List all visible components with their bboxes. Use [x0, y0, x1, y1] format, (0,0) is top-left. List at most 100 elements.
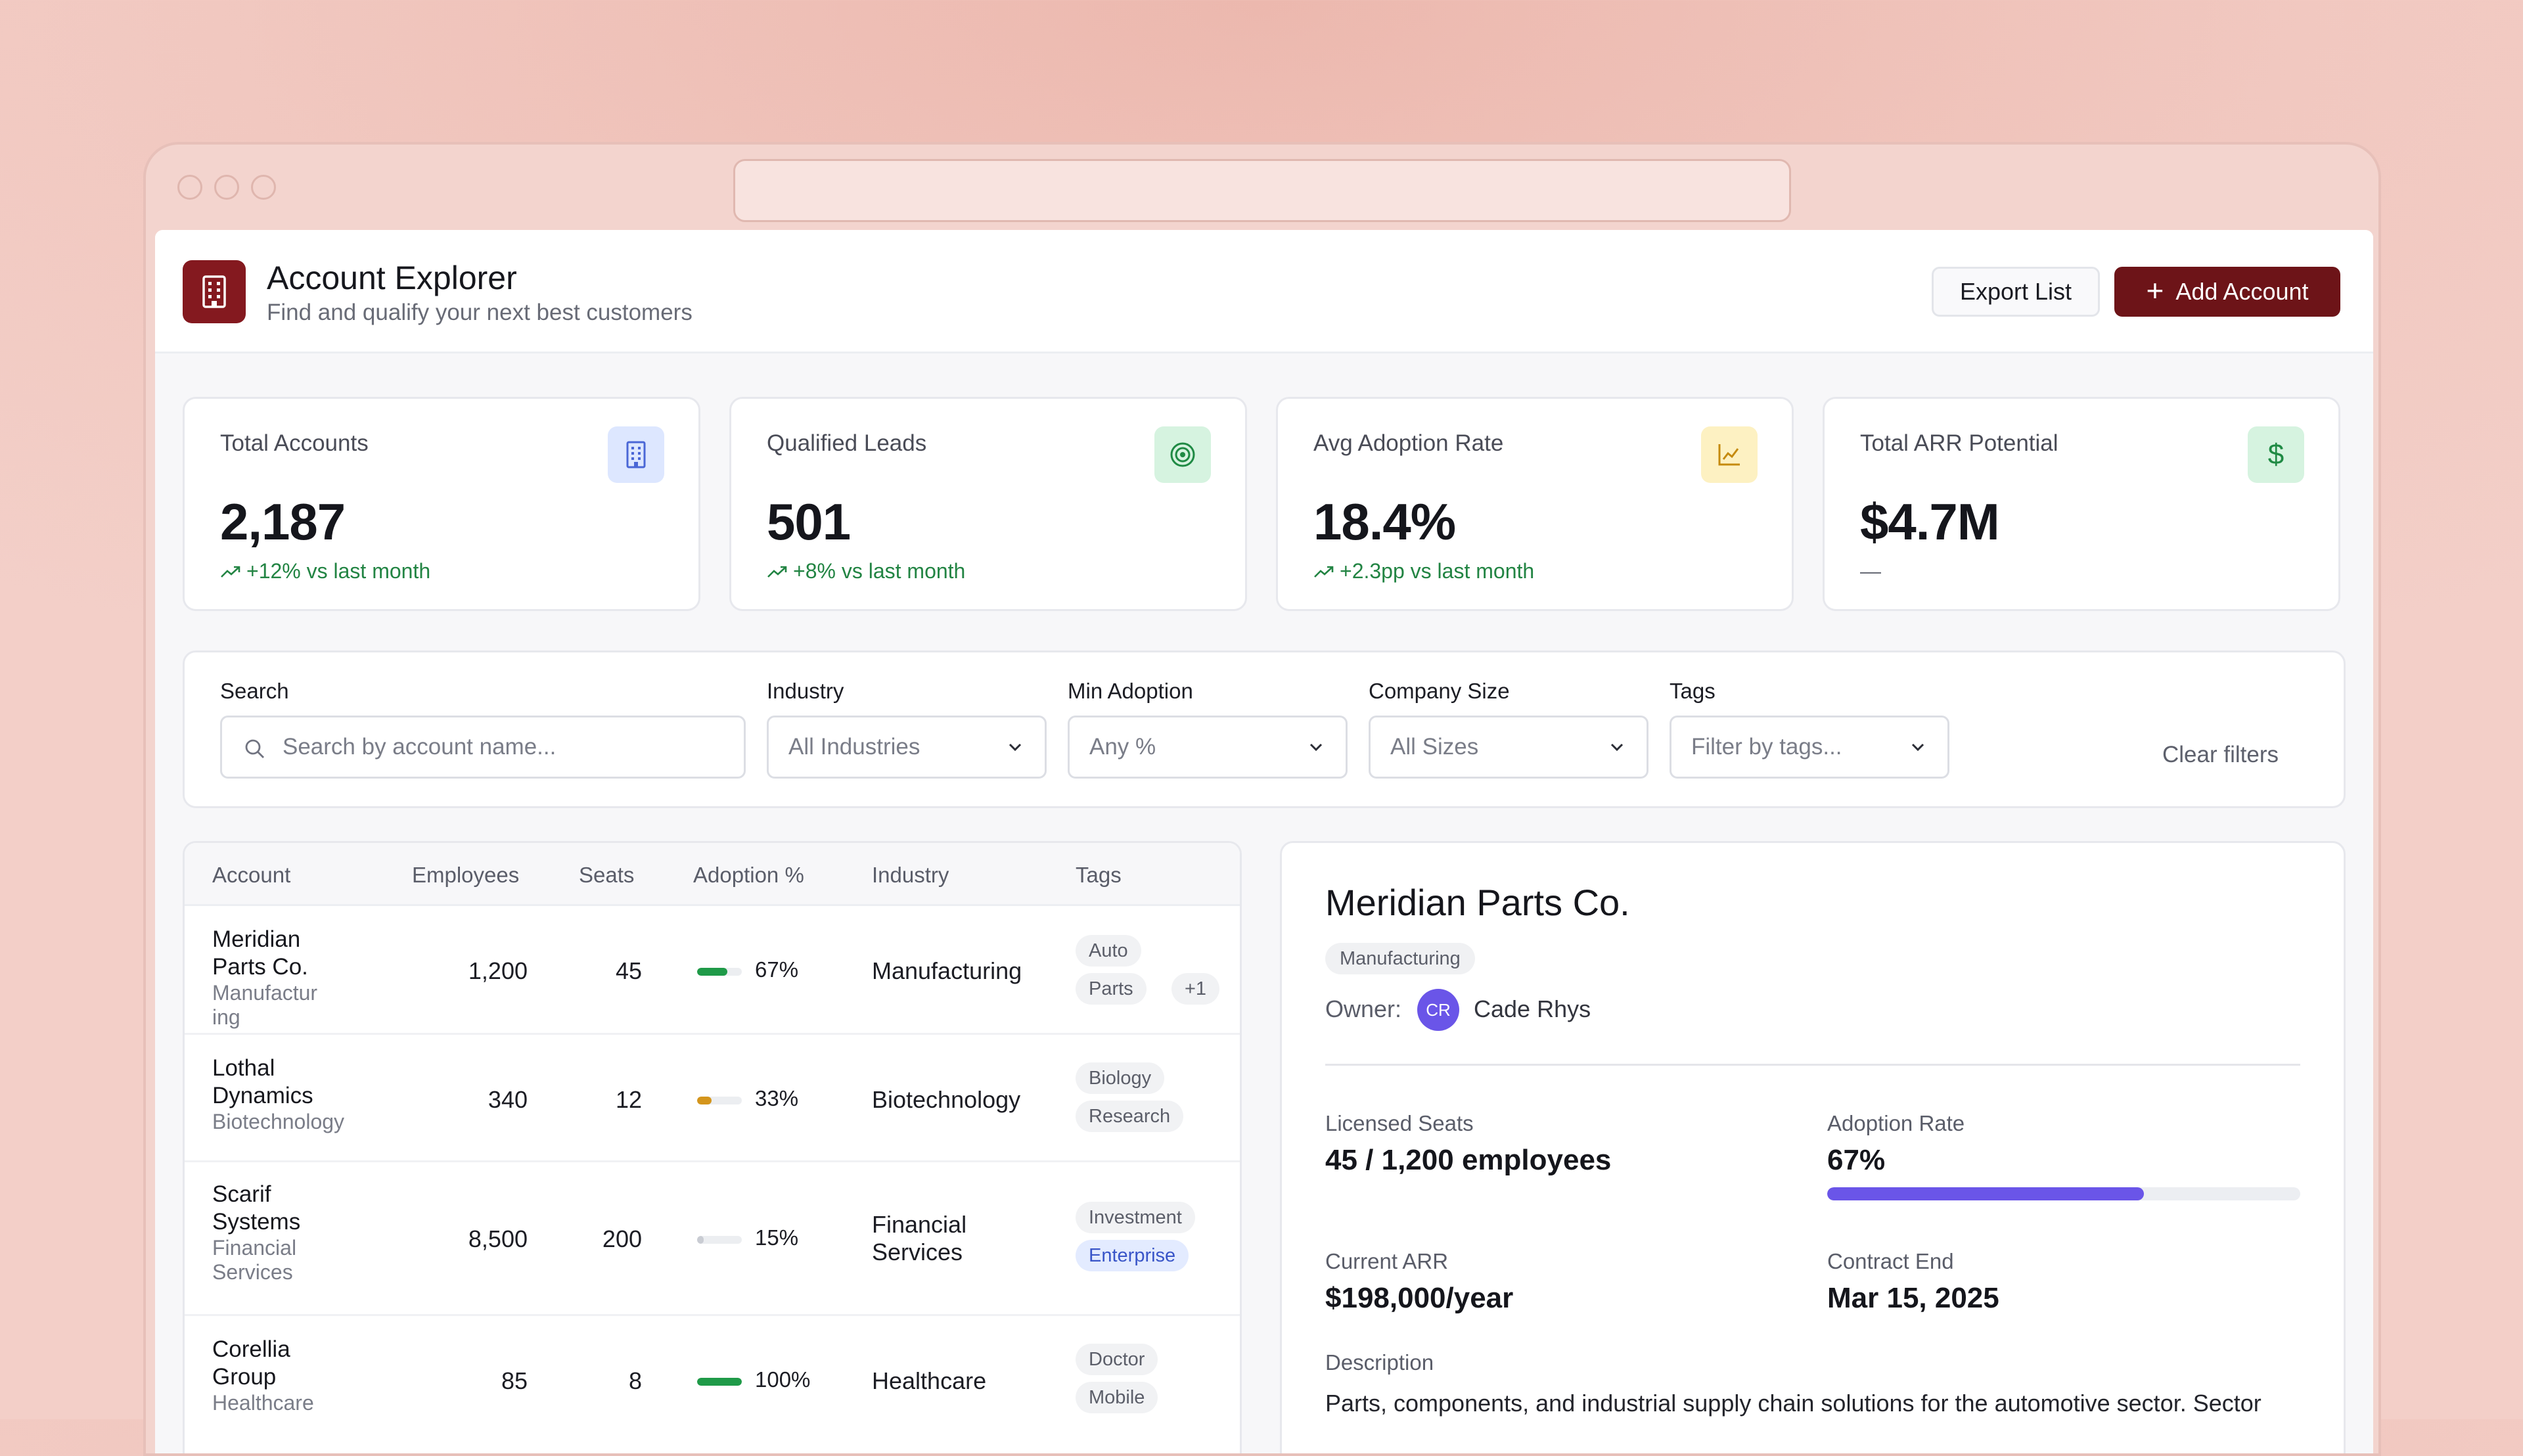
- search-label: Search: [220, 679, 289, 703]
- building-logo-icon: [183, 260, 246, 323]
- chevron-down-icon: [1610, 743, 1624, 752]
- current-arr-label: Current ARR: [1325, 1249, 1449, 1273]
- adoption-cell: 15%: [755, 1225, 799, 1250]
- column-header-account[interactable]: Account: [212, 863, 291, 887]
- window-maximize-dot[interactable]: [251, 175, 276, 200]
- window-close-dot[interactable]: [177, 175, 202, 200]
- app-content: Account Explorer Find and qualify your n…: [155, 230, 2373, 1453]
- tags-select[interactable]: Filter by tags...: [1670, 716, 1949, 779]
- company-size-value: All Sizes: [1390, 734, 1479, 760]
- table-header: Account Employees Seats Adoption % Indus…: [185, 843, 1240, 906]
- adoption-bar: [697, 968, 742, 976]
- page-subtitle: Find and qualify your next best customer…: [267, 300, 693, 325]
- stat-value: 2,187: [220, 493, 346, 551]
- column-header-tags[interactable]: Tags: [1076, 863, 1122, 887]
- add-account-label: Add Account: [2175, 278, 2309, 305]
- tag-chip[interactable]: Doctor: [1076, 1344, 1158, 1375]
- employees-cell: 8,500: [468, 1225, 528, 1252]
- tag-chip[interactable]: Mobile: [1076, 1382, 1158, 1413]
- column-header-employees[interactable]: Employees: [412, 863, 520, 887]
- avatar[interactable]: CR: [1417, 989, 1459, 1031]
- search-input[interactable]: Search by account name...: [220, 716, 746, 779]
- account-name-line: Lothal: [212, 1055, 275, 1081]
- account-name-line: Meridian: [212, 926, 301, 952]
- industry-cell: Financial Services: [872, 1211, 966, 1266]
- adoption-cell: 33%: [755, 1086, 799, 1110]
- plus-icon: +: [2146, 273, 2164, 307]
- adoption-progress-fill: [1827, 1187, 2145, 1200]
- more-tags-chip[interactable]: +1: [1171, 973, 1220, 1005]
- licensed-seats-value: 45 / 1,200 employees: [1325, 1144, 1612, 1176]
- chevron-down-icon: [1911, 743, 1924, 752]
- column-header-seats[interactable]: Seats: [579, 863, 635, 887]
- table-row[interactable]: Lothal Dynamics Biotechnology 340 12 33%…: [185, 1035, 1240, 1162]
- stat-card-total-accounts: Total Accounts 2,187 +12% vs last month: [183, 397, 700, 611]
- clear-filters-button[interactable]: Clear filters: [2162, 742, 2279, 767]
- min-adoption-select[interactable]: Any %: [1068, 716, 1348, 779]
- stat-value: 501: [767, 493, 851, 551]
- owner-name: Cade Rhys: [1474, 995, 1591, 1022]
- industry-label: Industry: [767, 679, 844, 703]
- current-arr-value: $198,000/year: [1325, 1282, 1514, 1314]
- stat-change-text: +2.3pp vs last month: [1340, 559, 1535, 583]
- account-industry-sub: Manufactur ing: [212, 981, 317, 1030]
- stat-value: 18.4%: [1313, 493, 1456, 551]
- address-bar[interactable]: [733, 159, 1791, 222]
- account-name: Scarif Systems: [212, 1181, 300, 1236]
- add-account-button[interactable]: + Add Account: [2114, 267, 2340, 317]
- table-row[interactable]: Meridian Parts Co. Manufactur ing 1,200 …: [185, 906, 1240, 1035]
- tag-chip[interactable]: Biology: [1076, 1062, 1165, 1094]
- account-sub-line: Financial: [212, 1236, 297, 1260]
- stat-change-text: +8% vs last month: [793, 559, 966, 583]
- account-sub-line: Healthcare: [212, 1391, 314, 1415]
- column-header-adoption[interactable]: Adoption %: [693, 863, 804, 887]
- table-row[interactable]: Scarif Systems Financial Services 8,500 …: [185, 1162, 1240, 1316]
- adoption-bar-fill: [697, 1097, 712, 1104]
- column-header-industry[interactable]: Industry: [872, 863, 949, 887]
- chevron-down-icon: [1009, 743, 1022, 752]
- tag-chip-highlighted[interactable]: Enterprise: [1076, 1240, 1189, 1271]
- building-icon: [608, 426, 664, 483]
- company-size-select[interactable]: All Sizes: [1369, 716, 1648, 779]
- stat-label: Avg Adoption Rate: [1313, 430, 1504, 456]
- account-industry-sub: Financial Services: [212, 1236, 296, 1285]
- account-name: Lothal Dynamics: [212, 1055, 313, 1110]
- tag-chip[interactable]: Investment: [1076, 1202, 1195, 1233]
- description-text: Parts, components, and industrial supply…: [1325, 1390, 2262, 1417]
- tag-chip[interactable]: Parts: [1076, 973, 1147, 1005]
- industry-cell: Healthcare: [872, 1367, 987, 1394]
- stat-label: Total ARR Potential: [1860, 430, 2058, 456]
- filters-panel: Search Search by account name... Industr…: [183, 650, 2346, 808]
- employees-cell: 1,200: [468, 957, 528, 984]
- table-row[interactable]: Corellia Group Healthcare 85 8 100% Heal…: [185, 1316, 1240, 1453]
- employees-cell: 340: [488, 1086, 528, 1113]
- tag-chip[interactable]: Research: [1076, 1101, 1184, 1132]
- export-list-button[interactable]: Export List: [1932, 267, 2100, 317]
- industry-cell: Manufacturing: [872, 957, 1022, 984]
- stat-card-total-arr: Total ARR Potential $ $4.7M —: [1823, 397, 2340, 611]
- stat-change: —: [1860, 559, 1881, 583]
- industry-select[interactable]: All Industries: [767, 716, 1047, 779]
- industry-line: Services: [872, 1239, 963, 1265]
- window-minimize-dot[interactable]: [214, 175, 239, 200]
- adoption-bar-fill: [697, 1378, 742, 1386]
- adoption-bar-fill: [697, 1236, 704, 1244]
- contract-end-value: Mar 15, 2025: [1827, 1282, 1999, 1314]
- stat-change-text: +12% vs last month: [246, 559, 431, 583]
- chevron-down-icon: [1309, 743, 1323, 752]
- account-name: Corellia Group: [212, 1336, 290, 1391]
- stat-change: +2.3pp vs last month: [1313, 559, 1534, 583]
- adoption-progress-bar: [1827, 1187, 2300, 1200]
- account-name-line: Systems: [212, 1209, 301, 1235]
- industry-cell: Biotechnology: [872, 1086, 1021, 1113]
- min-adoption-value: Any %: [1089, 734, 1156, 760]
- stat-value: $4.7M: [1860, 493, 2000, 551]
- page-title: Account Explorer: [267, 260, 517, 296]
- adoption-bar: [697, 1236, 742, 1244]
- page-header: Account Explorer Find and qualify your n…: [155, 230, 2373, 353]
- adoption-rate-value: 67%: [1827, 1144, 1886, 1176]
- stat-change: +12% vs last month: [220, 559, 430, 583]
- tag-chip[interactable]: Auto: [1076, 935, 1141, 967]
- adoption-rate-label: Adoption Rate: [1827, 1111, 1965, 1135]
- seats-cell: 200: [602, 1225, 642, 1252]
